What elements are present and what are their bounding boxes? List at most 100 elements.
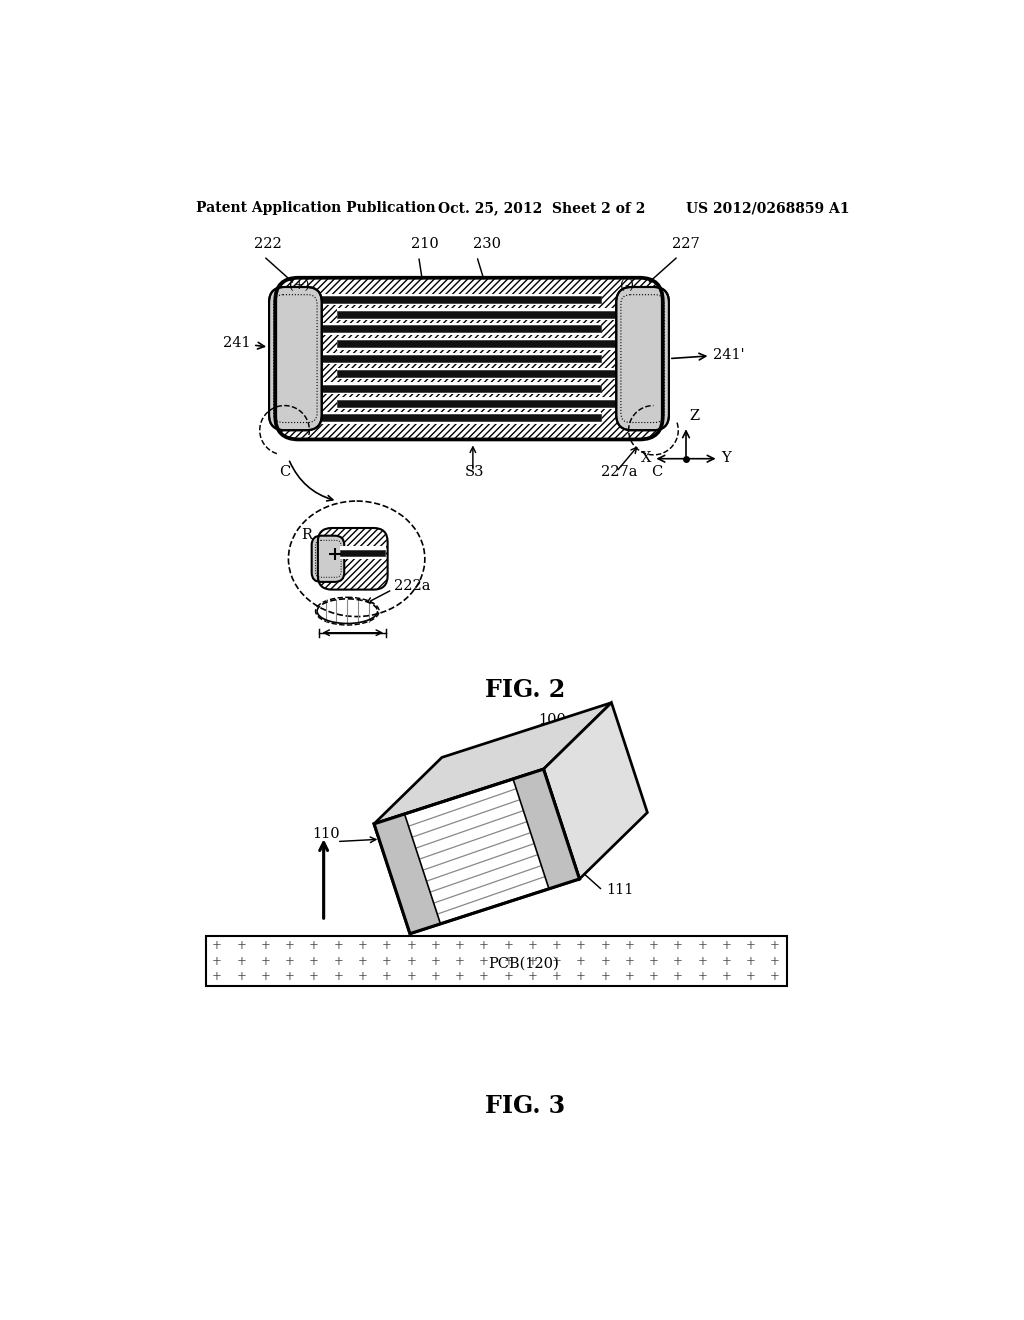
- Text: +: +: [309, 939, 319, 952]
- Text: +: +: [600, 970, 610, 983]
- Text: +: +: [577, 970, 586, 983]
- Text: +: +: [479, 954, 488, 968]
- Text: +: +: [600, 939, 610, 952]
- Text: +: +: [745, 939, 756, 952]
- Text: +: +: [577, 954, 586, 968]
- Text: C: C: [280, 466, 291, 479]
- Text: +: +: [334, 970, 343, 983]
- Text: +: +: [673, 954, 683, 968]
- Text: +: +: [745, 954, 756, 968]
- Polygon shape: [374, 814, 440, 933]
- Text: +: +: [504, 939, 513, 952]
- Bar: [302, 383, 601, 393]
- Text: +: +: [430, 970, 440, 983]
- Bar: [206, 936, 786, 986]
- Bar: [337, 368, 636, 379]
- Text: +: +: [430, 954, 440, 968]
- Text: +: +: [407, 970, 416, 983]
- Text: +: +: [625, 939, 635, 952]
- Bar: [337, 338, 636, 350]
- Text: FIG. 2: FIG. 2: [484, 678, 565, 702]
- Text: +: +: [309, 954, 319, 968]
- Text: +: +: [722, 954, 731, 968]
- Text: +: +: [382, 954, 392, 968]
- Bar: [302, 355, 601, 362]
- Text: +: +: [382, 970, 392, 983]
- Text: (+): (+): [289, 280, 309, 293]
- Text: +: +: [382, 939, 392, 952]
- Text: +: +: [261, 970, 270, 983]
- Text: BW: BW: [343, 610, 369, 624]
- Text: +: +: [552, 954, 562, 968]
- Polygon shape: [513, 770, 580, 888]
- Text: S3: S3: [465, 466, 484, 479]
- FancyBboxPatch shape: [311, 536, 344, 582]
- Text: +: +: [577, 939, 586, 952]
- Text: +: +: [649, 954, 658, 968]
- Text: +: +: [261, 954, 270, 968]
- Text: +: +: [722, 970, 731, 983]
- Text: +: +: [212, 970, 222, 983]
- Text: +: +: [357, 970, 368, 983]
- Text: +: +: [625, 954, 635, 968]
- Text: 230: 230: [473, 238, 501, 252]
- Bar: [302, 352, 601, 364]
- Bar: [337, 400, 636, 407]
- Text: Y: Y: [722, 451, 731, 465]
- Bar: [337, 397, 636, 409]
- Text: +: +: [697, 939, 708, 952]
- Text: 100: 100: [539, 713, 566, 727]
- Text: (-): (-): [621, 280, 634, 293]
- Text: +: +: [722, 939, 731, 952]
- Bar: [340, 546, 386, 558]
- Text: +: +: [527, 939, 538, 952]
- Text: +: +: [285, 970, 295, 983]
- Text: US 2012/0268859 A1: US 2012/0268859 A1: [686, 202, 850, 215]
- Text: 110: 110: [312, 826, 340, 841]
- Text: +: +: [527, 970, 538, 983]
- Text: +: +: [479, 939, 488, 952]
- Bar: [302, 385, 601, 392]
- Text: C: C: [651, 466, 663, 479]
- Text: +: +: [673, 939, 683, 952]
- Bar: [302, 326, 601, 333]
- Text: +: +: [430, 939, 440, 952]
- Bar: [302, 323, 601, 335]
- Text: +: +: [261, 939, 270, 952]
- Text: +: +: [552, 939, 562, 952]
- Bar: [302, 414, 601, 421]
- Text: +: +: [334, 954, 343, 968]
- Text: +: +: [600, 954, 610, 968]
- Bar: [302, 412, 601, 424]
- Text: +: +: [212, 954, 222, 968]
- Polygon shape: [544, 702, 647, 879]
- Bar: [302, 293, 601, 305]
- FancyBboxPatch shape: [269, 286, 322, 430]
- Text: +: +: [625, 970, 635, 983]
- Text: 222: 222: [254, 238, 282, 252]
- Text: +: +: [407, 954, 416, 968]
- Bar: [337, 309, 636, 319]
- Text: +: +: [212, 939, 222, 952]
- Text: +: +: [527, 954, 538, 968]
- Text: 227: 227: [672, 238, 699, 252]
- Bar: [337, 310, 636, 318]
- Text: +: +: [455, 954, 465, 968]
- Ellipse shape: [317, 599, 378, 623]
- Text: +: +: [285, 939, 295, 952]
- Text: +: +: [649, 970, 658, 983]
- Polygon shape: [374, 770, 580, 933]
- Text: +: +: [407, 939, 416, 952]
- Text: FIG. 3: FIG. 3: [484, 1094, 565, 1118]
- Text: +: +: [455, 939, 465, 952]
- Text: +: +: [357, 954, 368, 968]
- Text: +: +: [770, 970, 780, 983]
- Text: 222a: 222a: [394, 578, 430, 593]
- Text: +: +: [770, 954, 780, 968]
- Text: 210: 210: [411, 238, 438, 252]
- Text: +: +: [357, 939, 368, 952]
- Polygon shape: [374, 702, 611, 824]
- Text: Oct. 25, 2012  Sheet 2 of 2: Oct. 25, 2012 Sheet 2 of 2: [438, 202, 645, 215]
- Text: +: +: [237, 939, 247, 952]
- Text: R: R: [301, 528, 311, 541]
